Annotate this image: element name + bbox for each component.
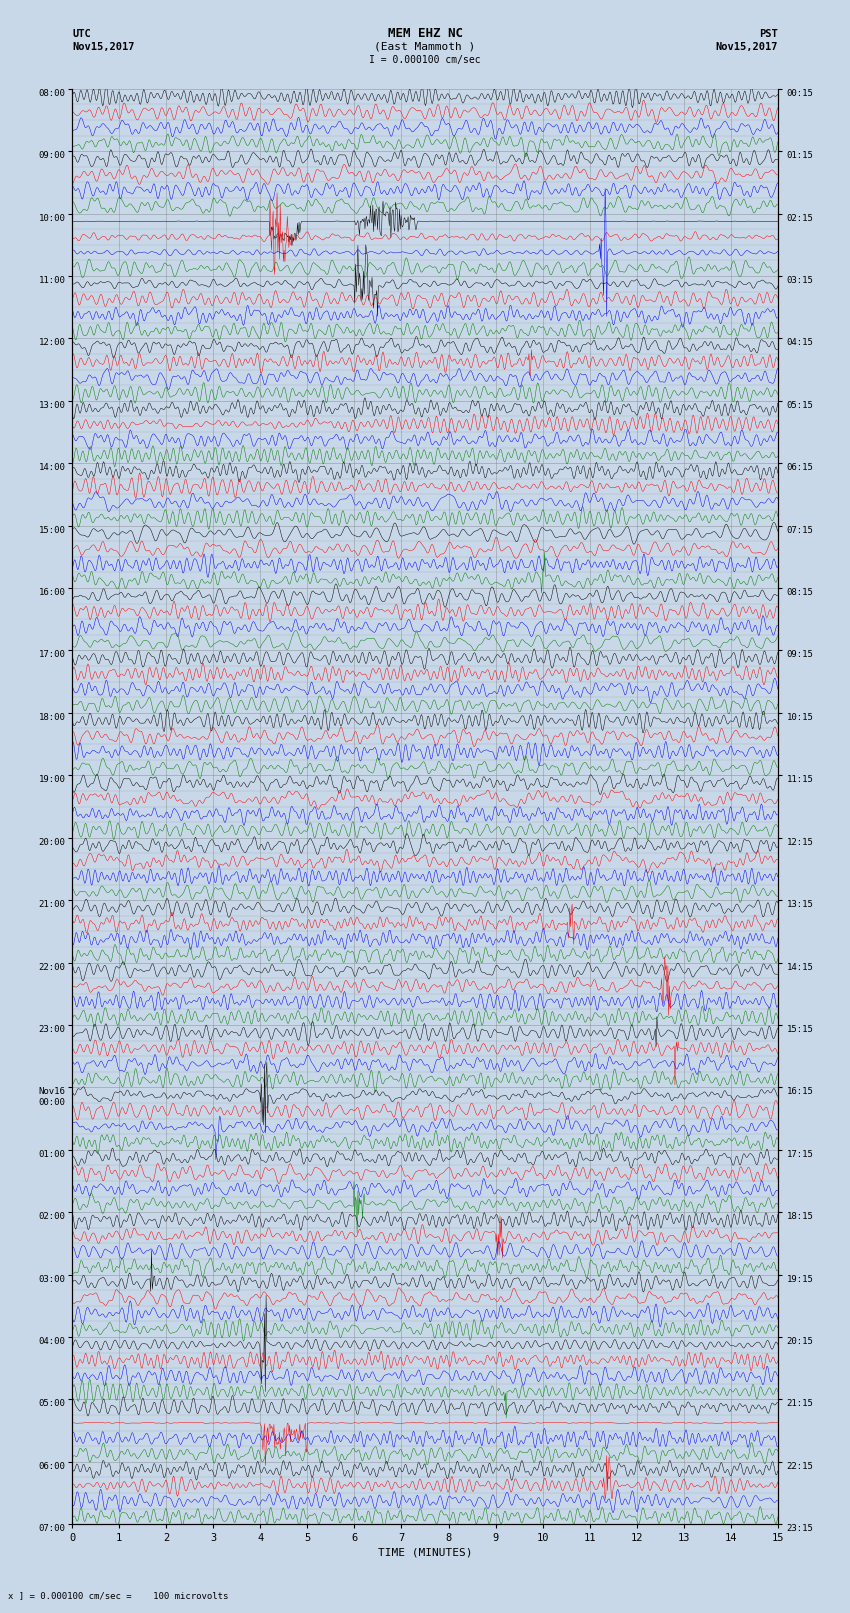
- Text: Nov15,2017: Nov15,2017: [72, 42, 135, 52]
- Text: MEM EHZ NC: MEM EHZ NC: [388, 27, 462, 40]
- X-axis label: TIME (MINUTES): TIME (MINUTES): [377, 1547, 473, 1558]
- Text: x ] = 0.000100 cm/sec =    100 microvolts: x ] = 0.000100 cm/sec = 100 microvolts: [8, 1590, 229, 1600]
- Text: Nov15,2017: Nov15,2017: [715, 42, 778, 52]
- Text: UTC: UTC: [72, 29, 91, 39]
- Text: (East Mammoth ): (East Mammoth ): [374, 42, 476, 52]
- Text: I = 0.000100 cm/sec: I = 0.000100 cm/sec: [369, 55, 481, 65]
- Text: PST: PST: [759, 29, 778, 39]
